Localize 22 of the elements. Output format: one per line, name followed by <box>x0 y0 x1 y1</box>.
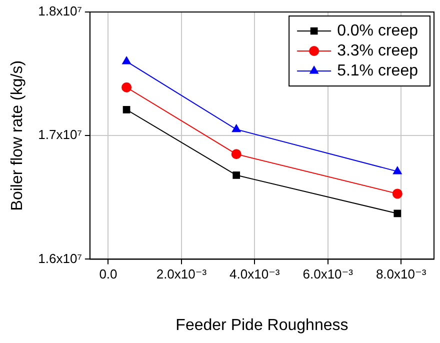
point <box>231 149 242 160</box>
point <box>122 106 130 114</box>
point <box>392 188 402 199</box>
x-tick-label: 2.0x10⁻³ <box>156 266 208 282</box>
y-tick-label: 1.7x10⁷ <box>38 127 82 142</box>
x-tick-label: 8.0x10⁻³ <box>376 266 427 282</box>
point <box>232 124 241 132</box>
point <box>394 210 402 218</box>
y-axis-title: Boiler flow rate (kg/s) <box>9 60 26 211</box>
point <box>122 82 132 92</box>
point <box>122 56 131 64</box>
point <box>232 171 240 179</box>
x-tick-label: 6.0x10⁻³ <box>302 266 354 282</box>
x-tick-label: 0.0 <box>99 266 118 282</box>
legend-label: 0.0% creep <box>337 22 418 40</box>
legend-label: 5.1% creep <box>337 62 418 80</box>
x-tick-label: 4.0x10⁻³ <box>230 266 280 282</box>
legend-label: 3.3% creep <box>337 42 418 60</box>
y-tick-label: 1.6x10⁷ <box>38 250 82 266</box>
x-axis-title: Feeder Pide Roughness <box>176 316 348 334</box>
y-tick-label: 1.8x10⁷ <box>38 4 82 19</box>
point <box>393 166 402 174</box>
